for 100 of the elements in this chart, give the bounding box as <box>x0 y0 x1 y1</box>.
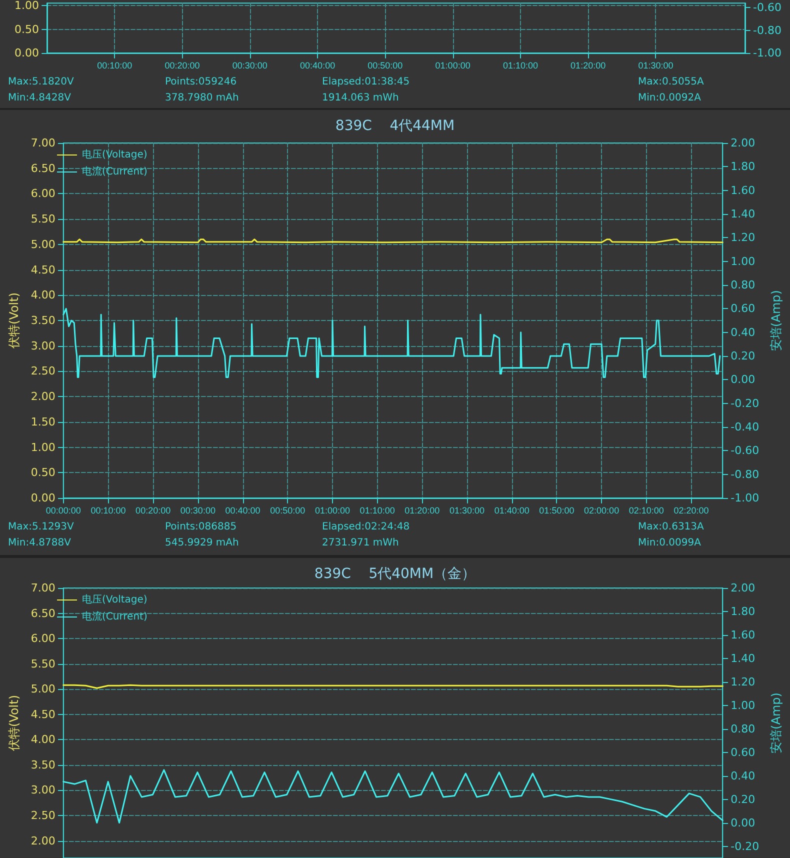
y-tick-label: 2.00 <box>30 834 56 848</box>
legend-label: 电流(Current) <box>82 166 148 178</box>
y-tick-label: 7.00 <box>30 136 56 150</box>
y-tick-label: 4.00 <box>30 288 56 302</box>
x-tick-label: 00:50:00 <box>368 60 403 70</box>
y2-tick-label: 0.00 <box>730 816 756 830</box>
x-tick-label: 01:30:00 <box>638 60 674 70</box>
y2-tick-label: 0.40 <box>730 326 756 339</box>
x-tick-label: 00:20:00 <box>164 60 200 70</box>
text: Max:0.5055A <box>638 76 704 88</box>
y2-tick-label: 0.80 <box>730 722 756 736</box>
y-tick-label: 3.50 <box>30 314 56 327</box>
text: Max:0.6313A <box>638 522 704 532</box>
y2-tick-label: 2.00 <box>730 582 756 594</box>
y-tick-label: 5.50 <box>30 657 56 670</box>
y2-tick-label: 1.20 <box>730 675 756 688</box>
x-tick-label: 01:20:00 <box>404 506 440 516</box>
y2-tick-label: -0.40 <box>730 420 760 434</box>
y-tick-label: 4.50 <box>30 708 56 721</box>
y2-tick-label: 0.60 <box>730 746 756 759</box>
y-tick-label: 1.00 <box>30 440 56 454</box>
y-tick-label: 3.00 <box>30 339 56 352</box>
y2-tick-label: 1.00 <box>730 254 756 268</box>
y2-tick-label: 0.40 <box>730 769 756 782</box>
x-tick-label: 00:20:00 <box>136 506 171 516</box>
x-tick-label: 01:30:00 <box>449 506 485 516</box>
y-axis-title: 伏特(Volt) <box>7 292 21 349</box>
text: Min:4.8788V <box>8 538 72 548</box>
y-tick-label: 3.50 <box>30 758 56 772</box>
y2-tick-label: 1.40 <box>730 208 756 220</box>
y2-tick-label: 0.60 <box>730 302 756 316</box>
y-tick-label: 0.50 <box>14 22 39 36</box>
text: Min:0.0099A <box>638 538 702 548</box>
y-tick-label: 1.50 <box>30 415 56 428</box>
y-axis-title: 伏特(Volt) <box>7 694 21 752</box>
y2-tick-label: 1.20 <box>730 231 756 244</box>
y2-tick-label: 0.80 <box>730 278 756 292</box>
y2-tick-label: 1.80 <box>730 604 756 618</box>
text: Min:4.8428V <box>8 92 72 104</box>
y2-tick-label: 0.20 <box>730 792 756 806</box>
y2-tick-label: 1.40 <box>730 652 756 665</box>
y2-tick-label: -0.20 <box>730 840 760 853</box>
y2-tick-label: -0.60 <box>730 444 760 458</box>
text: 2731.971 mWh <box>322 538 399 548</box>
text: 378.7980 mAh <box>165 92 239 104</box>
y-tick-label: 2.50 <box>30 809 56 822</box>
x-tick-label: 01:00:00 <box>314 506 350 516</box>
text: Max:5.1293V <box>8 522 74 532</box>
y2-tick-label: 1.80 <box>730 160 756 174</box>
chart-title: 839C 5代40MM（金） <box>314 566 476 582</box>
y2-tick-label: 2.00 <box>730 136 756 150</box>
x-tick-label: 00:40:00 <box>225 506 260 516</box>
text: Max:5.1820V <box>8 76 74 88</box>
y2-tick-label: -0.20 <box>730 396 760 410</box>
text: Min:0.0092A <box>638 92 702 104</box>
y2-tick-label: -1.00 <box>730 492 760 504</box>
x-tick-label: 01:40:00 <box>494 506 530 516</box>
x-tick-label: 00:40:00 <box>300 60 336 70</box>
x-tick-label: 01:10:00 <box>360 506 395 516</box>
x-tick-label: 00:00:00 <box>46 506 81 516</box>
y-tick-label: 6.50 <box>30 162 56 175</box>
x-tick-label: 02:00:00 <box>584 506 620 516</box>
y2-axis-title: 安培(Amp) <box>769 692 783 754</box>
legend-label: 电压(Voltage) <box>82 594 148 606</box>
text: Points:086885 <box>165 522 237 532</box>
y2-tick-label: 1.60 <box>730 184 756 197</box>
y2-tick-label: -0.60 <box>753 1 782 14</box>
text: Points:059246 <box>165 76 237 88</box>
y2-tick-label: 1.60 <box>730 628 756 642</box>
y-tick-label: 5.00 <box>30 238 56 251</box>
y-tick-label: 0.00 <box>14 46 39 60</box>
y-tick-label: 6.00 <box>30 632 56 646</box>
y2-tick-label: 0.20 <box>730 350 756 362</box>
x-tick-label: 00:50:00 <box>270 506 306 516</box>
y-tick-label: 2.50 <box>30 364 56 378</box>
y-tick-label: 0.00 <box>30 492 56 504</box>
y-tick-label: 5.50 <box>30 212 56 226</box>
x-tick-label: 00:10:00 <box>97 60 132 70</box>
y-tick-label: 0.50 <box>30 466 56 480</box>
x-tick-label: 01:00:00 <box>435 60 470 70</box>
x-tick-label: 01:10:00 <box>502 60 538 70</box>
y-tick-label: 6.50 <box>30 606 56 620</box>
y-tick-label: 3.00 <box>30 784 56 797</box>
text: Elapsed:01:38:45 <box>322 76 410 88</box>
text: Elapsed:02:24:48 <box>322 522 410 532</box>
y-tick-label: 1.00 <box>14 0 39 12</box>
y-tick-label: 5.00 <box>30 682 56 696</box>
x-tick-label: 01:50:00 <box>539 506 574 516</box>
y-tick-label: 2.00 <box>30 390 56 404</box>
legend-label: 电压(Voltage) <box>82 148 148 160</box>
legend-label: 电流(Current) <box>82 610 148 622</box>
y-tick-label: 7.00 <box>30 582 56 594</box>
x-tick-label: 00:10:00 <box>90 506 126 516</box>
x-tick-label: 01:20:00 <box>570 60 606 70</box>
chart-title: 839C 4代44MM <box>335 118 455 134</box>
x-tick-label: 02:10:00 <box>628 506 664 516</box>
y2-tick-label: -0.80 <box>730 468 760 481</box>
y-tick-label: 6.00 <box>30 187 56 200</box>
x-tick-label: 02:20:00 <box>674 506 709 516</box>
y-tick-label: 4.00 <box>30 733 56 746</box>
